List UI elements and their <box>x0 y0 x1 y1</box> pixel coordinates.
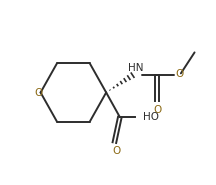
Text: HN: HN <box>128 63 144 73</box>
Text: O: O <box>175 69 184 79</box>
Text: O: O <box>112 146 120 156</box>
Text: O: O <box>35 88 43 97</box>
Text: O: O <box>153 105 161 115</box>
Text: HO: HO <box>143 112 159 122</box>
